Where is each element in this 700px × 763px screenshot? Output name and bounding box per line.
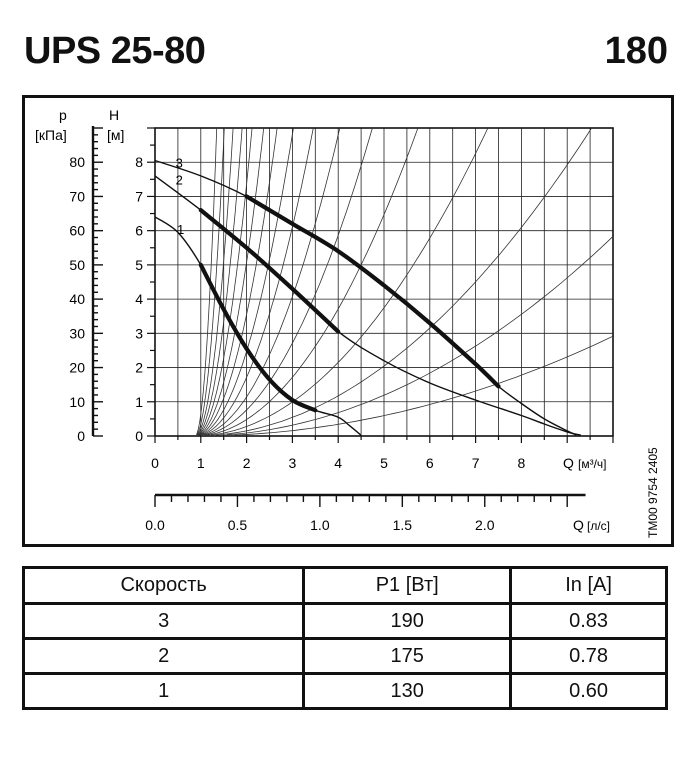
h-tick-label: 1 bbox=[135, 394, 143, 410]
q2-tick-label: 2.0 bbox=[475, 517, 495, 533]
system-curve bbox=[197, 127, 243, 436]
pump-curve-thick-speed-3 bbox=[244, 194, 501, 389]
table-header-row: Скорость P1 [Вт] In [A] bbox=[21, 566, 668, 605]
q-tick-label: 0 bbox=[151, 455, 159, 471]
h-tick-label: 4 bbox=[135, 291, 143, 307]
q-tick-label: 1 bbox=[197, 455, 205, 471]
pump-curve-chart: 3 2 1 0 10 20 30 40 50 60 70 80 p [кПа] 0 1 2 3 4 5 6 7 8 H [м] 0… bbox=[22, 95, 674, 547]
cell-speed: 3 bbox=[21, 602, 306, 640]
system-curve bbox=[207, 127, 419, 436]
curve-label-1: 1 bbox=[177, 222, 184, 237]
h-tick-label: 3 bbox=[135, 325, 143, 341]
cell-power: 175 bbox=[302, 637, 513, 675]
system-curve bbox=[202, 127, 314, 436]
h-tick-label: 7 bbox=[135, 188, 143, 204]
p-tick-label: 70 bbox=[69, 188, 85, 204]
system-curve bbox=[197, 127, 253, 436]
h-tick-label: 2 bbox=[135, 360, 143, 376]
h-axis-title: H bbox=[109, 107, 119, 123]
p-tick-label: 50 bbox=[69, 257, 85, 273]
system-curve bbox=[226, 196, 654, 436]
p-tick-label: 80 bbox=[69, 154, 85, 170]
q-axis-title: Q bbox=[563, 455, 574, 471]
system-curve bbox=[196, 127, 225, 436]
cell-current: 0.60 bbox=[509, 672, 668, 710]
table-row: 1 130 0.60 bbox=[21, 672, 668, 710]
h-tick-label: 0 bbox=[135, 428, 143, 444]
cell-current: 0.83 bbox=[509, 602, 668, 640]
h-tick-label: 5 bbox=[135, 257, 143, 273]
p-tick-label: 60 bbox=[69, 223, 85, 239]
system-curve bbox=[196, 127, 234, 436]
p-tick-label: 0 bbox=[77, 428, 85, 444]
q-tick-label: 7 bbox=[472, 455, 480, 471]
q2-tick-label: 0.5 bbox=[228, 517, 248, 533]
header-current: In [A] bbox=[509, 566, 668, 605]
h-tick-label: 8 bbox=[135, 154, 143, 170]
q-tick-label: 5 bbox=[380, 455, 388, 471]
q-tick-label: 4 bbox=[334, 455, 342, 471]
system-curve bbox=[210, 127, 489, 436]
system-curve bbox=[196, 127, 218, 435]
pump-curve-speed-2 bbox=[154, 175, 582, 436]
system-curve bbox=[234, 315, 654, 436]
p-tick-label: 40 bbox=[69, 291, 85, 307]
q-tick-label: 3 bbox=[289, 455, 297, 471]
cell-speed: 2 bbox=[21, 637, 306, 675]
curve-label-2: 2 bbox=[176, 172, 183, 187]
plot-right-mask bbox=[614, 123, 670, 441]
pump-curve-thick-speed-1 bbox=[198, 262, 318, 413]
system-curve bbox=[198, 127, 278, 436]
model-title: UPS 25-80 bbox=[24, 30, 206, 72]
q2-tick-label: 0.0 bbox=[145, 517, 165, 533]
cell-speed: 1 bbox=[21, 672, 306, 710]
chart-svg: 32101020304050607080p[кПа]012345678H[м]0… bbox=[35, 107, 670, 538]
cell-current: 0.78 bbox=[509, 637, 668, 675]
cell-power: 130 bbox=[302, 672, 513, 710]
p-tick-label: 10 bbox=[69, 394, 85, 410]
header-speed: Скорость bbox=[21, 566, 306, 605]
header-power: P1 [Вт] bbox=[302, 566, 513, 605]
q-tick-label: 6 bbox=[426, 455, 434, 471]
length-title: 180 bbox=[604, 30, 668, 72]
system-curve bbox=[198, 127, 265, 436]
drawing-code: TM00 9754 2405 bbox=[646, 447, 660, 538]
p-tick-label: 20 bbox=[69, 360, 85, 376]
system-curve bbox=[216, 127, 592, 436]
cell-power: 190 bbox=[302, 602, 513, 640]
q2-axis-title: Q bbox=[573, 517, 584, 533]
system-curve bbox=[205, 127, 373, 436]
p-axis-unit: [кПа] bbox=[35, 127, 67, 143]
h-tick-label: 6 bbox=[135, 223, 143, 239]
h-axis-unit: [м] bbox=[107, 127, 124, 143]
spacer bbox=[156, 129, 157, 130]
q2-tick-label: 1.0 bbox=[310, 517, 330, 533]
table-row: 3 190 0.83 bbox=[21, 602, 668, 640]
curve-label-3: 3 bbox=[176, 155, 183, 170]
q2-axis-unit: [л/с] bbox=[587, 519, 610, 533]
system-curve bbox=[203, 127, 341, 436]
table-row: 2 175 0.78 bbox=[21, 637, 668, 675]
q-tick-label: 2 bbox=[243, 455, 251, 471]
p-axis-title: p bbox=[59, 107, 67, 123]
p-tick-label: 30 bbox=[69, 325, 85, 341]
q-tick-label: 8 bbox=[518, 455, 526, 471]
q2-tick-label: 1.5 bbox=[393, 517, 413, 533]
speed-spec-table: Скорость P1 [Вт] In [A] 3 190 0.83 2 175… bbox=[21, 566, 668, 710]
q-axis-unit: [м³/ч] bbox=[578, 457, 607, 471]
pump-curve-thick-speed-2 bbox=[198, 208, 341, 334]
